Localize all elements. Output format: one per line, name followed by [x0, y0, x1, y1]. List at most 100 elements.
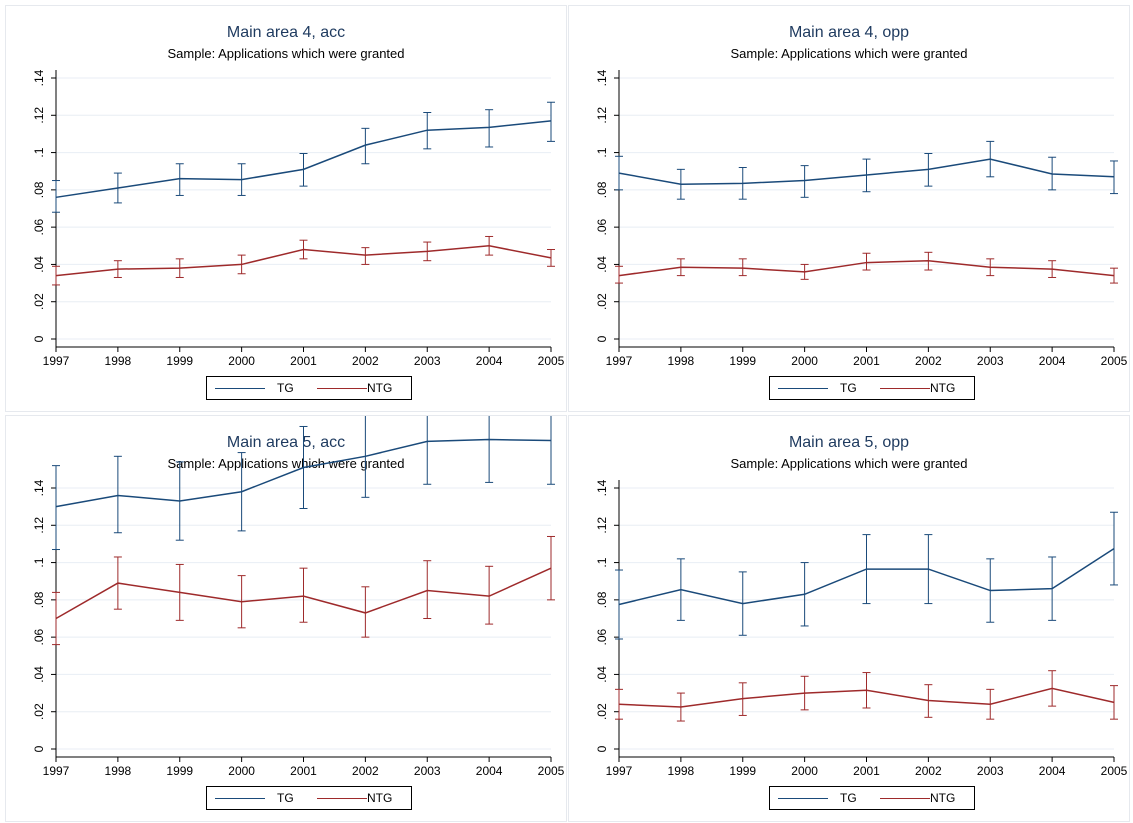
x-tick-label: 2000 [228, 354, 255, 368]
chart-subtitle: Sample: Applications which were granted [167, 46, 405, 61]
legend-swatch-tg [778, 798, 828, 799]
x-tick-label: 2003 [414, 354, 441, 368]
legend-swatch-ntg [317, 798, 367, 799]
chart-panel-main-area-4-acc: Main area 4, acc Sample: Applications wh… [5, 5, 567, 412]
y-tick-label: .04 [595, 256, 609, 273]
y-tick-label: .06 [32, 218, 46, 235]
y-tick-label: 0 [595, 745, 609, 752]
legend-label-ntg: NTG [367, 381, 393, 395]
x-tick-label: 2003 [414, 764, 441, 778]
x-tick-label: 1997 [606, 354, 633, 368]
legend-swatch-tg [215, 388, 265, 389]
series-line-ntg [618, 687, 1115, 708]
series-line-tg [55, 120, 552, 199]
x-tick-label: 2003 [977, 764, 1004, 778]
series-line-ntg [55, 567, 552, 620]
legend-label-ntg: NTG [930, 791, 956, 805]
x-tick-label: 1998 [668, 354, 695, 368]
y-tick-label: .06 [595, 628, 609, 645]
y-tick-label: .12 [595, 517, 609, 534]
x-tick-label: 1999 [166, 764, 193, 778]
y-tick-label: .1 [595, 147, 609, 157]
legend-label-tg: TG [840, 791, 857, 805]
y-tick-label: 0 [32, 745, 46, 752]
x-tick-label: 1997 [43, 354, 70, 368]
y-tick-label: .08 [595, 591, 609, 608]
y-tick-label: .12 [32, 107, 46, 124]
x-tick-label: 2003 [977, 354, 1004, 368]
x-tick-label: 2001 [853, 764, 880, 778]
x-tick-label: 2002 [915, 354, 942, 368]
x-tick-label: 1998 [105, 764, 132, 778]
y-tick-label: .06 [595, 218, 609, 235]
series-line-tg [55, 438, 552, 508]
y-tick-label: .04 [32, 256, 46, 273]
x-tick-label: 1997 [43, 764, 70, 778]
x-tick-label: 2004 [476, 354, 503, 368]
series-line-ntg [618, 259, 1115, 277]
y-tick-label: .04 [595, 666, 609, 683]
x-tick-label: 2005 [538, 764, 565, 778]
x-tick-label: 2002 [352, 764, 379, 778]
x-tick-label: 2000 [791, 764, 818, 778]
chart-svg: 0 .02 .04 .06 .08 .1 .12 .14 1997 1998 1999 2000 200… [32, 69, 565, 368]
x-tick-label: 2001 [290, 354, 317, 368]
chart-svg: 0 .02 .04 .06 .08 .1 .12 .14 1997 1998 1999 2000 200… [595, 479, 1128, 778]
chart-title: Main area 5, acc [226, 434, 346, 451]
x-tick-label: 2000 [791, 354, 818, 368]
y-tick-label: .02 [32, 293, 46, 310]
x-tick-label: 2004 [1039, 764, 1066, 778]
chart-subtitle: Sample: Applications which were granted [730, 46, 968, 61]
legend-swatch-tg [778, 388, 828, 389]
legend-label-tg: TG [277, 381, 294, 395]
legend-swatch-ntg [880, 798, 930, 799]
x-tick-label: 2004 [1039, 354, 1066, 368]
legend: TG NTG [206, 376, 412, 400]
x-tick-label: 1999 [729, 354, 756, 368]
chart-subtitle: Sample: Applications which were granted [730, 456, 968, 471]
x-tick-label: 2001 [290, 764, 317, 778]
x-tick-label: 2002 [915, 764, 942, 778]
legend: TG NTG [769, 786, 975, 810]
chart-title: Main area 4, acc [226, 24, 346, 41]
x-tick-label: 2005 [1101, 354, 1128, 368]
chart-title: Main area 4, opp [788, 24, 910, 41]
y-tick-label: .1 [595, 557, 609, 567]
x-tick-label: 1999 [729, 764, 756, 778]
y-tick-label: .02 [595, 293, 609, 310]
series-line-ntg [55, 245, 552, 277]
y-tick-label: .08 [595, 181, 609, 198]
legend-swatch-ntg [880, 388, 930, 389]
y-tick-label: 0 [595, 335, 609, 342]
chart-panel-main-area-4-opp: Main area 4, opp Sample: Applications wh… [568, 5, 1130, 412]
y-tick-label: .06 [32, 628, 46, 645]
y-tick-label: .08 [32, 591, 46, 608]
x-tick-label: 1997 [606, 764, 633, 778]
chart-svg: 0 .02 .04 .06 .08 .1 .12 .14 1997 1998 1999 2000 200… [32, 416, 565, 778]
legend-label-tg: TG [840, 381, 857, 395]
legend: TG NTG [206, 786, 412, 810]
y-tick-label: .14 [595, 69, 609, 86]
x-tick-label: 1999 [166, 354, 193, 368]
y-tick-label: .14 [32, 479, 46, 496]
chart-panel-main-area-5-opp: Main area 5, opp Sample: Applications wh… [568, 415, 1130, 822]
y-tick-label: .14 [32, 69, 46, 86]
legend-swatch-tg [215, 798, 265, 799]
y-tick-label: .04 [32, 666, 46, 683]
x-tick-label: 2005 [1101, 764, 1128, 778]
y-tick-label: 0 [32, 335, 46, 342]
legend-label-tg: TG [277, 791, 294, 805]
y-tick-label: .08 [32, 181, 46, 198]
y-tick-label: .12 [32, 517, 46, 534]
chart-title: Main area 5, opp [788, 434, 910, 451]
y-tick-label: .14 [595, 479, 609, 496]
series-line-tg [618, 547, 1115, 606]
chart-panel-main-area-5-acc: Main area 5, acc Sample: Applications wh… [5, 415, 567, 822]
x-tick-label: 2005 [538, 354, 565, 368]
legend-swatch-ntg [317, 388, 367, 389]
y-tick-label: .12 [595, 107, 609, 124]
y-tick-label: .02 [32, 703, 46, 720]
y-tick-label: .1 [32, 147, 46, 157]
x-tick-label: 2000 [228, 764, 255, 778]
